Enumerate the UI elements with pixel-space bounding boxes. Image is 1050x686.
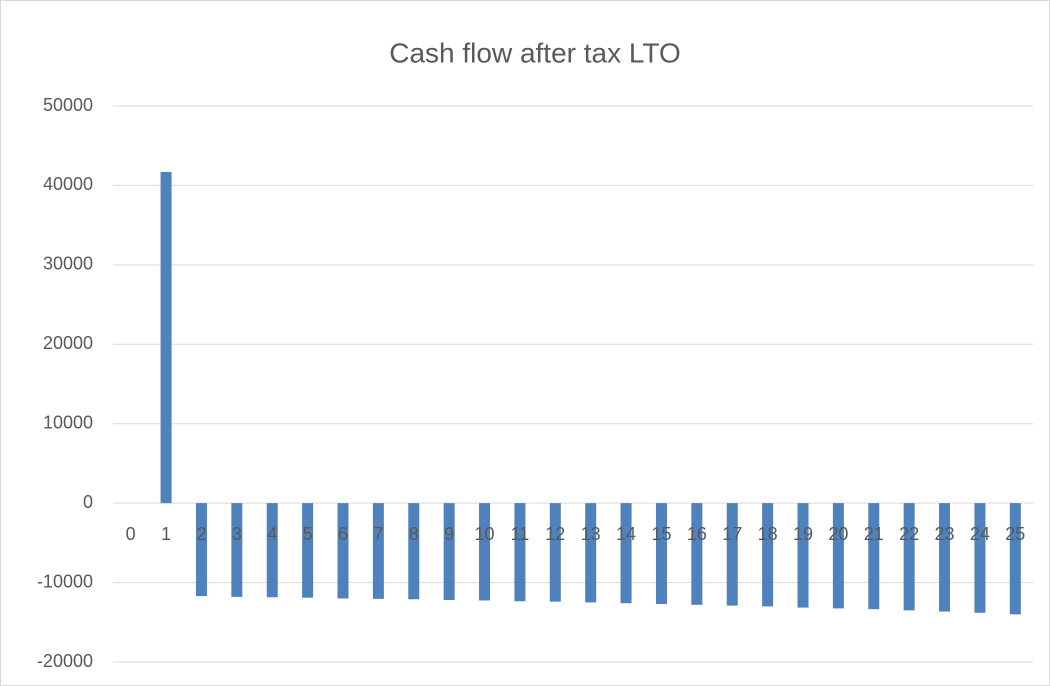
bar — [974, 503, 986, 613]
bar — [443, 503, 455, 601]
y-tick-label: 10000 — [43, 412, 93, 432]
bar — [514, 503, 526, 602]
x-tick-label: 7 — [373, 524, 383, 544]
bar — [408, 503, 420, 600]
bar — [585, 503, 597, 603]
y-tick-label: 50000 — [43, 95, 93, 115]
x-tick-label: 13 — [581, 524, 601, 544]
x-tick-label: 16 — [687, 524, 707, 544]
x-tick-label: 1 — [161, 524, 171, 544]
bar — [266, 503, 278, 598]
bar — [726, 503, 738, 606]
x-tick-label: 3 — [232, 524, 242, 544]
bar — [762, 503, 774, 607]
bar — [797, 503, 809, 608]
x-tick-label: 25 — [1005, 524, 1025, 544]
x-tick-label: 21 — [864, 524, 884, 544]
x-tick-label: 0 — [126, 524, 136, 544]
bar — [655, 503, 667, 605]
bar — [868, 503, 880, 610]
x-tick-label: 19 — [793, 524, 813, 544]
x-tick-label: 17 — [722, 524, 742, 544]
y-tick-label: 40000 — [43, 174, 93, 194]
bar — [832, 503, 844, 609]
bar — [691, 503, 703, 605]
bar — [549, 503, 561, 602]
x-tick-label: 15 — [651, 524, 671, 544]
bar — [302, 503, 314, 598]
bar — [372, 503, 384, 599]
x-tick-label: 22 — [899, 524, 919, 544]
x-tick-label: 10 — [475, 524, 495, 544]
bar — [939, 503, 951, 612]
bar — [903, 503, 915, 611]
bar — [195, 503, 207, 597]
x-tick-label: 18 — [758, 524, 778, 544]
x-tick-label: 6 — [338, 524, 348, 544]
chart-title: Cash flow after tax LTO — [389, 37, 681, 68]
bar — [1009, 503, 1021, 615]
bar — [479, 503, 491, 601]
x-tick-label: 9 — [444, 524, 454, 544]
x-tick-label: 8 — [409, 524, 419, 544]
bar — [231, 503, 243, 597]
y-tick-label: -20000 — [37, 651, 93, 671]
y-tick-label: 30000 — [43, 254, 93, 274]
x-tick-label: 23 — [935, 524, 955, 544]
y-tick-label: -10000 — [37, 571, 93, 591]
x-tick-label: 24 — [970, 524, 990, 544]
x-tick-label: 11 — [511, 524, 530, 544]
bar — [337, 503, 349, 599]
x-tick-label: 20 — [828, 524, 848, 544]
x-tick-label: 12 — [545, 524, 565, 544]
x-tick-label: 2 — [196, 524, 206, 544]
y-tick-label: 0 — [83, 492, 93, 512]
y-tick-label: 20000 — [43, 333, 93, 353]
bar — [160, 171, 172, 504]
x-tick-label: 14 — [616, 524, 636, 544]
x-tick-label: 5 — [303, 524, 313, 544]
bar — [620, 503, 632, 604]
x-tick-label: 4 — [267, 524, 277, 544]
